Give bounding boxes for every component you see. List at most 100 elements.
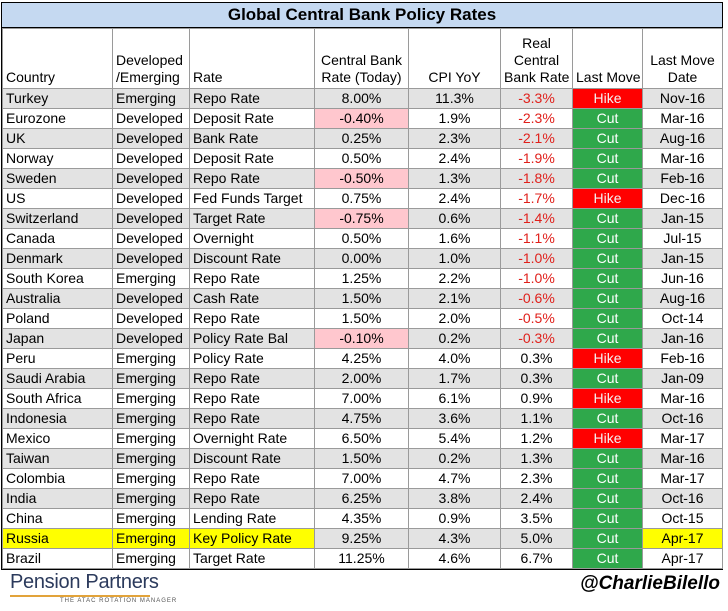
- cpi-cell: 4.0%: [408, 348, 501, 369]
- cpi-cell: 1.6%: [408, 228, 501, 249]
- last-move-date-cell: Aug-16: [642, 128, 723, 149]
- country-cell: Indonesia: [2, 408, 113, 429]
- last-move-cell: Cut: [572, 468, 643, 489]
- last-move-date-cell: Dec-16: [642, 188, 723, 209]
- last-move-date-cell: Jan-16: [642, 328, 723, 349]
- logo-tagline: THE ATAC ROTATION MANAGER: [60, 598, 178, 604]
- country-cell: Canada: [2, 228, 113, 249]
- cpi-cell: 1.9%: [408, 108, 501, 129]
- real-rate-cell: 2.4%: [500, 488, 573, 509]
- cpi-cell: 2.3%: [408, 128, 501, 149]
- last-move-cell: Cut: [572, 328, 643, 349]
- real-rate-cell: -1.7%: [500, 188, 573, 209]
- country-cell: Turkey: [2, 88, 113, 109]
- last-move-cell: Cut: [572, 408, 643, 429]
- cpi-cell: 0.9%: [408, 508, 501, 529]
- dev-emerging-cell: Emerging: [112, 388, 190, 409]
- last-move-cell: Cut: [572, 308, 643, 329]
- last-move-date-cell: Oct-14: [642, 308, 723, 329]
- central-bank-rate-cell: 6.50%: [314, 428, 409, 449]
- central-bank-rate-cell: 11.25%: [314, 548, 409, 569]
- central-bank-rate-cell: 4.25%: [314, 348, 409, 369]
- footer: Pension Partners THE ATAC ROTATION MANAG…: [0, 563, 728, 611]
- header-developed-emerging: Developed/Emerging: [112, 28, 190, 89]
- dev-emerging-cell: Developed: [112, 128, 190, 149]
- country-cell: South Korea: [2, 268, 113, 289]
- table-row: Denmark Developed Discount Rate 0.00% 1.0% -1…: [2, 248, 723, 269]
- header-last-move: Last Move: [572, 28, 643, 89]
- table-row: Canada Developed Overnight 0.50% 1.6% -1.1% Cu…: [2, 228, 723, 249]
- last-move-date-cell: Feb-16: [642, 348, 723, 369]
- last-move-date-cell: Apr-17: [642, 528, 723, 549]
- rate-name-cell: Cash Rate: [189, 288, 315, 309]
- real-rate-cell: 1.1%: [500, 408, 573, 429]
- country-cell: India: [2, 488, 113, 509]
- dev-emerging-cell: Emerging: [112, 368, 190, 389]
- header-country: Country: [2, 28, 113, 89]
- rate-name-cell: Deposit Rate: [189, 108, 315, 129]
- dev-emerging-cell: Emerging: [112, 528, 190, 549]
- central-bank-rate-cell: 8.00%: [314, 88, 409, 109]
- dev-emerging-cell: Developed: [112, 228, 190, 249]
- last-move-cell: Hike: [572, 188, 643, 209]
- country-cell: UK: [2, 128, 113, 149]
- rate-name-cell: Repo Rate: [189, 168, 315, 189]
- cpi-cell: 0.2%: [408, 448, 501, 469]
- cpi-cell: 5.4%: [408, 428, 501, 449]
- header-central-bank-rate: Central Bank Rate (Today): [314, 28, 409, 89]
- central-bank-rate-cell: 9.25%: [314, 528, 409, 549]
- country-cell: Peru: [2, 348, 113, 369]
- dev-emerging-cell: Emerging: [112, 488, 190, 509]
- dev-emerging-cell: Emerging: [112, 408, 190, 429]
- cpi-cell: 0.6%: [408, 208, 501, 229]
- rate-name-cell: Discount Rate: [189, 448, 315, 469]
- rate-name-cell: Target Rate: [189, 208, 315, 229]
- rate-name-cell: Overnight: [189, 228, 315, 249]
- header-cpi-yoy: CPI YoY: [408, 28, 501, 89]
- real-rate-cell: 0.3%: [500, 368, 573, 389]
- table-row: Norway Developed Deposit Rate 0.50% 2.4% -1.9…: [2, 148, 723, 169]
- twitter-handle: @CharlieBilello: [580, 573, 720, 594]
- dev-emerging-cell: Developed: [112, 208, 190, 229]
- cpi-cell: 4.6%: [408, 548, 501, 569]
- country-cell: Eurozone: [2, 108, 113, 129]
- header-last-move-date: Last Move Date: [642, 28, 723, 89]
- table-row: Mexico Emerging Overnight Rate 6.50% 5.4% 1.2…: [2, 428, 723, 449]
- real-rate-cell: -1.0%: [500, 268, 573, 289]
- country-cell: Sweden: [2, 168, 113, 189]
- cpi-cell: 4.7%: [408, 468, 501, 489]
- country-cell: Australia: [2, 288, 113, 309]
- last-move-date-cell: Mar-16: [642, 148, 723, 169]
- real-rate-cell: 0.9%: [500, 388, 573, 409]
- dev-emerging-cell: Emerging: [112, 468, 190, 489]
- last-move-date-cell: Jul-15: [642, 228, 723, 249]
- dev-emerging-cell: Emerging: [112, 268, 190, 289]
- central-bank-rate-cell: 1.50%: [314, 308, 409, 329]
- dev-emerging-cell: Developed: [112, 248, 190, 269]
- central-bank-rate-cell: 7.00%: [314, 388, 409, 409]
- last-move-cell: Hike: [572, 88, 643, 109]
- country-cell: Colombia: [2, 468, 113, 489]
- last-move-cell: Hike: [572, 348, 643, 369]
- last-move-date-cell: Jan-09: [642, 368, 723, 389]
- real-rate-cell: 5.0%: [500, 528, 573, 549]
- country-cell: South Africa: [2, 388, 113, 409]
- last-move-cell: Cut: [572, 148, 643, 169]
- central-bank-rate-cell: 7.00%: [314, 468, 409, 489]
- real-rate-cell: 1.2%: [500, 428, 573, 449]
- table-row: Indonesia Emerging Repo Rate 4.75% 3.6% 1.1% C…: [2, 408, 723, 429]
- real-rate-cell: -0.5%: [500, 308, 573, 329]
- country-cell: Switzerland: [2, 208, 113, 229]
- central-bank-rate-cell: 1.25%: [314, 268, 409, 289]
- real-rate-cell: 1.3%: [500, 448, 573, 469]
- country-cell: Brazil: [2, 548, 113, 569]
- last-move-date-cell: Nov-16: [642, 88, 723, 109]
- rate-name-cell: Repo Rate: [189, 388, 315, 409]
- rate-name-cell: Repo Rate: [189, 408, 315, 429]
- table-row: South Korea Emerging Repo Rate 1.25% 2.2% -1.…: [2, 268, 723, 289]
- central-bank-rate-cell: 1.50%: [314, 288, 409, 309]
- country-cell: Russia: [2, 528, 113, 549]
- table-row: Turkey Emerging Repo Rate 8.00% 11.3% -3.3% Hi…: [2, 88, 723, 109]
- header-real-rate: Real Central Bank Rate: [500, 28, 573, 89]
- dev-emerging-cell: Emerging: [112, 508, 190, 529]
